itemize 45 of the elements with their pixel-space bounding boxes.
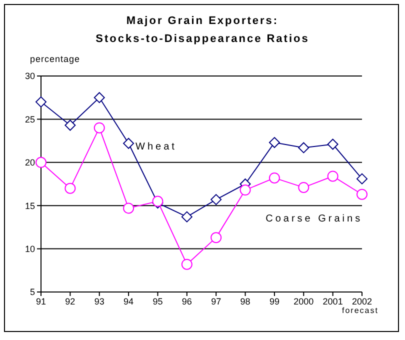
point	[210, 194, 222, 206]
point	[123, 138, 134, 149]
x-tick-label: 98	[240, 296, 250, 306]
point	[36, 156, 46, 168]
chart-title: Major Grain Exporters:	[125, 14, 280, 29]
point	[268, 137, 280, 148]
point	[268, 172, 280, 184]
x-tick-label: 2001	[322, 296, 343, 306]
point	[356, 188, 368, 200]
y-axis-title: percentage	[30, 54, 80, 64]
x-tick-label: 99	[269, 296, 280, 306]
series-label: Wheat	[136, 141, 177, 152]
point	[298, 182, 310, 193]
x-tick-label: 97	[211, 296, 222, 306]
y-tick-label: 15	[24, 200, 35, 211]
text: forecast	[342, 306, 378, 315]
y-tick-label: 5	[30, 287, 35, 298]
point	[181, 258, 192, 270]
x-tick-label: 92	[65, 296, 76, 306]
point	[240, 184, 251, 196]
y-tick-label: 30	[24, 71, 35, 82]
x-tick-label: 95	[152, 296, 163, 306]
x-tick-label: 94	[124, 296, 134, 306]
x-tick-label: 96	[182, 296, 192, 306]
point	[210, 232, 222, 244]
point	[298, 142, 310, 154]
point	[94, 122, 105, 134]
point	[64, 120, 76, 131]
point	[327, 170, 338, 182]
point	[123, 202, 134, 214]
y-tick-label: 25	[24, 114, 35, 124]
point	[181, 211, 192, 222]
x-tick-label: 93	[94, 296, 104, 306]
y-tick-label: 10	[24, 244, 35, 254]
x-tick-label: 2000	[294, 296, 314, 306]
point	[36, 96, 46, 108]
series-label: Coarse Grains	[266, 213, 363, 224]
point	[64, 182, 76, 194]
y-tick-label: 20	[24, 158, 35, 168]
chart-subtitle: Stocks-to-Disappearance Ratios	[94, 32, 310, 47]
point	[356, 173, 368, 184]
point	[327, 138, 338, 150]
x-tick-label: 91	[36, 296, 46, 306]
x-tick-label: 2002	[352, 296, 372, 306]
point	[94, 92, 105, 104]
